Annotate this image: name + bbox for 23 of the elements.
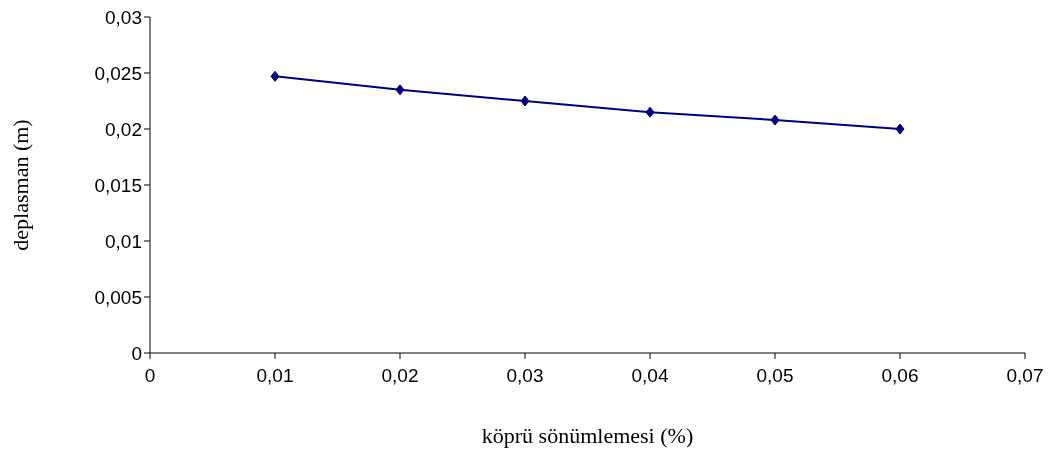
x-tick-label: 0,02 (381, 365, 419, 387)
y-tick-label: 0,025 (94, 62, 142, 84)
point (520, 95, 530, 107)
point (645, 106, 655, 118)
point (395, 84, 405, 96)
x-tick-label: 0,03 (506, 365, 544, 387)
y-tick-label: 0 (131, 342, 142, 364)
x-tick-label: 0,07 (1006, 365, 1044, 387)
x-tick-label: 0 (144, 365, 156, 387)
y-tick-label: 0,02 (105, 118, 142, 140)
y-tick-label: 0,01 (105, 230, 142, 252)
point (270, 70, 280, 82)
point (770, 114, 780, 126)
y-tick-label: 0,03 (105, 6, 142, 28)
x-tick-label: 0,06 (881, 365, 919, 387)
x-axis-title: köprü sönümlemesi (%) (481, 423, 694, 448)
x-tick-label: 0,05 (756, 365, 794, 387)
y-tick-label: 0,015 (94, 174, 142, 196)
x-tick-label: 0,04 (631, 365, 669, 387)
y-axis-title: deplasman (m) (7, 119, 33, 251)
point (895, 123, 905, 135)
y-tick-label: 0,005 (94, 286, 142, 308)
x-tick-label: 0,01 (256, 365, 294, 387)
